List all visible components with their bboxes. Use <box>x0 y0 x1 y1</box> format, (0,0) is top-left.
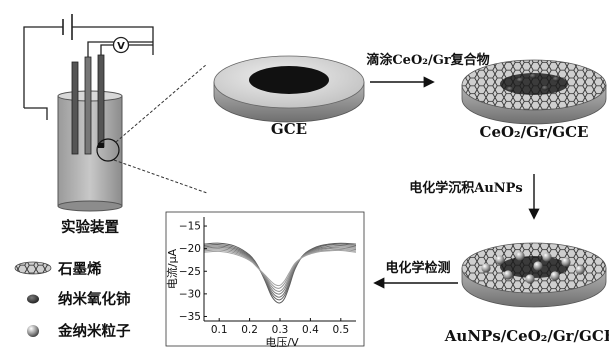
counter-electrode <box>71 61 79 155</box>
legend-label-gold: 金纳米粒子 <box>57 322 131 340</box>
voltmeter-label: V <box>117 41 125 52</box>
gce-active-area <box>249 66 329 94</box>
series-line <box>203 249 357 287</box>
gold-particle <box>550 271 560 281</box>
series-line <box>203 247 357 292</box>
gold-particle <box>503 270 513 280</box>
gold-particle <box>515 251 525 261</box>
ceo2-gr-gce-label: CeO₂/Gr/GCE <box>480 123 589 141</box>
electrodes <box>71 54 105 155</box>
series-line <box>203 242 357 304</box>
gold-particle <box>495 255 505 265</box>
arrow-detect: 电化学检测 <box>373 260 458 289</box>
reference-electrode <box>84 56 92 155</box>
step-coat-label: 滴涂CeO₂/Gr复合物 <box>366 52 489 68</box>
step-detect-label: 电化学检测 <box>385 260 450 276</box>
legend: 石墨烯 纳米氧化铈 金纳米粒子 <box>14 260 131 340</box>
voltmeter-icon: V <box>112 36 130 54</box>
gold-nanoparticles <box>481 251 585 284</box>
gold-particle <box>575 265 585 275</box>
dpv-chart: −15 −20 −25 −30 −35 0.1 0.2 0.3 0.4 0.5 电流/μA 电压/V <box>165 211 365 349</box>
working-electrode <box>97 54 105 148</box>
series-line <box>203 243 357 301</box>
ceria-particle <box>506 86 514 92</box>
working-electrode-tip <box>98 143 104 148</box>
y-tick-label: −25 <box>179 266 201 278</box>
x-tick-label: 0.1 <box>211 324 228 336</box>
gold-particle <box>525 274 535 284</box>
ceo2-gr-gce-electrode: CeO₂/Gr/GCE <box>461 59 607 141</box>
zoom-circle <box>96 138 120 162</box>
x-tick-label: 0.4 <box>302 324 319 336</box>
x-tick-label: 0.3 <box>272 324 289 336</box>
step-deposit-label: 电化学沉积AuNPs <box>409 180 523 196</box>
ceria-particle <box>529 73 537 79</box>
aunps-electrode: AuNPs/CeO₂/Gr/GCE <box>444 242 609 345</box>
plot-area <box>203 242 357 304</box>
y-tick-label: −35 <box>179 311 201 323</box>
y-tick-label: −15 <box>179 221 201 233</box>
legend-label-graphene: 石墨烯 <box>57 260 102 278</box>
zoom-lines <box>113 63 208 194</box>
chart-axes: −15 −20 −25 −30 −35 0.1 0.2 0.3 0.4 0.5 电流/μA 电压/V <box>165 217 356 349</box>
ceria-particles <box>506 73 560 92</box>
legend-gold: 金纳米粒子 <box>27 322 131 340</box>
x-tick-label: 0.2 <box>241 324 258 336</box>
x-axis-label: 电压/V <box>265 336 299 349</box>
ceria-icon <box>27 294 39 304</box>
ceria-particle <box>541 85 549 91</box>
setup-label: 实验装置 <box>61 218 119 236</box>
y-tick-label: −30 <box>179 288 201 300</box>
electrochemical-setup: V 实验装置 <box>23 14 154 236</box>
series-line <box>203 249 357 289</box>
gold-particle <box>481 263 491 273</box>
legend-graphene: 石墨烯 <box>14 260 102 278</box>
gce-electrode: GCE <box>213 55 365 138</box>
graphene-icon <box>14 261 52 275</box>
aunps-electrode-label: AuNPs/CeO₂/Gr/GCE <box>444 327 609 345</box>
legend-label-ceria: 纳米氧化铈 <box>58 290 131 308</box>
gold-particle <box>561 257 571 267</box>
y-tick-label: −20 <box>179 243 201 255</box>
series-line <box>203 244 357 298</box>
gold-particle <box>533 261 543 271</box>
battery-icon <box>62 14 73 40</box>
series-line <box>203 246 357 295</box>
gce-label: GCE <box>271 120 307 138</box>
arrow-deposit: 电化学沉积AuNPs <box>409 174 540 220</box>
ceria-particle <box>516 77 524 83</box>
y-axis-label: 电流/μA <box>165 248 179 289</box>
arrow-coat: 滴涂CeO₂/Gr复合物 <box>366 52 490 88</box>
legend-ceria: 纳米氧化铈 <box>27 290 131 308</box>
x-tick-label: 0.5 <box>332 324 349 336</box>
ceria-particle <box>552 76 560 82</box>
gold-icon <box>27 325 39 337</box>
gold-particle <box>542 252 552 262</box>
